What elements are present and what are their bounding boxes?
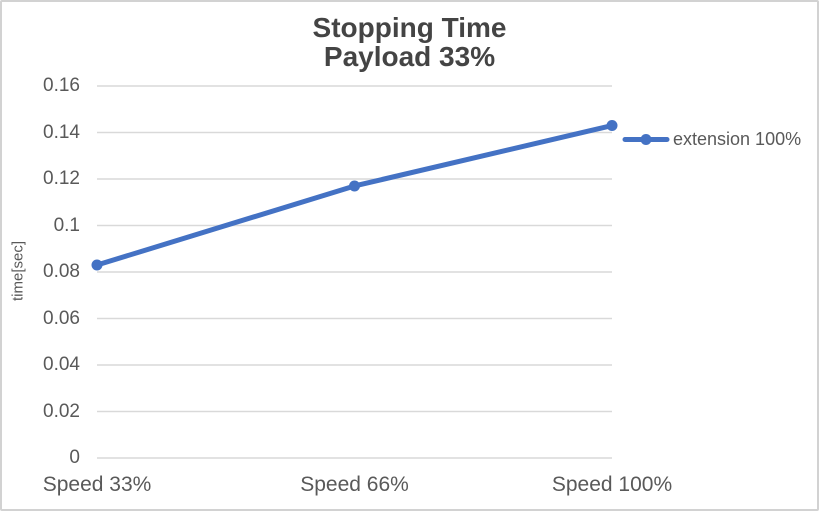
data-point-marker [91, 259, 103, 271]
y-axis-tick-label: 0.08 [43, 261, 80, 282]
legend-series-label: extension 100% [673, 128, 802, 149]
x-axis-tick-label: Speed 100% [551, 473, 673, 496]
y-axis-tick-label: 0.14 [43, 121, 80, 143]
y-axis-tick-label: 0.12 [43, 168, 80, 189]
series-line [94, 123, 615, 268]
y-axis-tick-label: 0.04 [43, 354, 80, 375]
chart-title-line-1: Stopping Time [312, 12, 507, 43]
chart-title: Stopping Time Payload 33% [2, 13, 817, 71]
y-axis-tick-label: 0.06 [43, 307, 80, 329]
legend: extension 100% [622, 127, 801, 151]
data-point-marker [606, 120, 618, 132]
y-axis-tick-label: 0.16 [43, 75, 80, 96]
legend-line-marker-icon [622, 133, 670, 145]
y-axis-tick-label: 0 [69, 447, 80, 468]
chart-title-line-2: Payload 33% [323, 41, 496, 72]
x-axis-tick-label: Speed 66% [300, 473, 409, 496]
x-axis-tick-label: Speed 33% [42, 473, 152, 496]
y-axis-tick-label: 0.02 [43, 400, 80, 422]
data-point-marker [349, 180, 360, 192]
y-axis-tick-label: 0.1 [53, 214, 80, 236]
